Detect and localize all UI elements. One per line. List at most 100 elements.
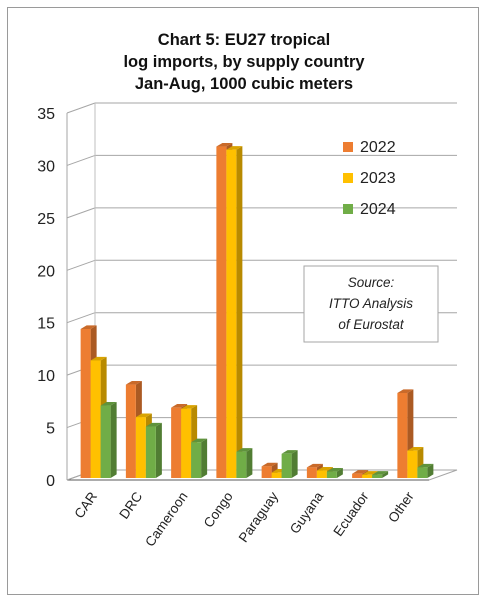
y-tick-label: 5 (46, 421, 55, 438)
legend-label: 2024 (360, 201, 396, 218)
bar-side (236, 146, 243, 478)
bar-front (306, 467, 317, 478)
bar-front (135, 417, 146, 478)
bar-side (427, 463, 434, 478)
y-tick-label: 30 (37, 158, 55, 175)
bar-top (362, 471, 379, 475)
legend-swatch (343, 204, 353, 214)
chart-title: Chart 5: EU27 tropical log imports, by s… (123, 31, 365, 93)
x-category-label: Ecuador (330, 489, 371, 539)
source-box (303, 265, 439, 343)
bar-top (281, 450, 298, 454)
bar-side (336, 468, 343, 478)
bar-top (90, 356, 107, 361)
bar-top (326, 468, 343, 472)
bar (145, 422, 162, 478)
chart-title-line-3: Jan-Aug, 1000 cubic meters (135, 75, 353, 93)
bar-top (417, 463, 434, 468)
bar (281, 450, 298, 478)
bar-top (407, 447, 424, 451)
bar (326, 468, 343, 478)
bar-top (181, 405, 198, 409)
bar (417, 463, 434, 478)
bar-front (80, 329, 91, 478)
y-tick-label: 0 (46, 473, 55, 490)
bar (226, 146, 243, 478)
bar-top (216, 142, 233, 147)
bar-front (397, 392, 408, 478)
bar-front (90, 360, 101, 478)
y-tick-labels: 0 5 10 15 20 25 30 35 (37, 106, 55, 490)
y-tick-label: 35 (37, 106, 55, 123)
bar-side (201, 438, 208, 478)
bar-top (352, 470, 369, 474)
bar-top (236, 448, 253, 452)
bar-front (171, 407, 182, 478)
bar-top (316, 466, 333, 471)
bar-front (125, 384, 136, 478)
bar-front (145, 426, 156, 478)
x-category-label: DRC (116, 489, 145, 522)
bar-side (291, 450, 298, 478)
bar (100, 401, 117, 478)
gridline-side (66, 207, 96, 219)
legend-swatch (343, 142, 353, 152)
bar-top (261, 462, 278, 467)
x-category-label: Other (385, 489, 417, 526)
bars (80, 142, 434, 478)
bar-top (145, 422, 162, 427)
bar (372, 471, 389, 478)
x-category-label: Congo (201, 489, 236, 530)
bar-top (125, 380, 142, 385)
bar-top (226, 146, 243, 150)
legend-label: 2023 (360, 170, 396, 187)
bar-side (110, 401, 117, 478)
bar-top (306, 463, 323, 468)
gridlines (66, 102, 457, 429)
source-line-1: Source: (348, 275, 395, 290)
bar-side (155, 422, 162, 478)
gridline-side (66, 312, 96, 324)
bar-front (191, 442, 202, 478)
bar-front (362, 474, 373, 478)
x-category-label: Guyana (287, 489, 327, 537)
bar-front (100, 405, 111, 478)
gridline-side (66, 154, 96, 166)
source-line-2: ITTO Analysis (329, 296, 413, 311)
y-tick-label: 25 (37, 211, 55, 228)
bar-front (226, 149, 237, 478)
bar-front (216, 146, 227, 478)
bar-front (281, 453, 292, 478)
bar-top (372, 471, 389, 475)
chart-title-line-1: Chart 5: EU27 tropical (158, 31, 330, 49)
bar-top (397, 389, 414, 393)
bar-front (181, 408, 192, 478)
gridline-side (66, 259, 96, 271)
legend: 2022 2023 2024 (343, 139, 396, 218)
y-tick-label: 15 (37, 316, 55, 333)
bar-top (100, 401, 117, 406)
y-tick-label: 20 (37, 263, 55, 280)
bar-side (382, 471, 389, 478)
bar-front (326, 471, 337, 478)
bar-front (352, 473, 363, 478)
bar-top (171, 404, 188, 408)
gridline-side (66, 102, 96, 114)
bar-top (135, 413, 152, 418)
bar (236, 448, 253, 478)
chart-title-line-2: log imports, by supply country (123, 53, 365, 71)
legend-swatch (343, 173, 353, 183)
bar-front (316, 470, 327, 478)
legend-label: 2022 (360, 139, 396, 156)
source-line-3: of Eurostat (338, 317, 405, 332)
bar-front (236, 451, 247, 478)
bar-front (261, 466, 272, 478)
x-category-label: Paraguay (236, 489, 282, 545)
bar-front (417, 467, 428, 478)
bar-front (372, 474, 383, 478)
y-tick-label: 10 (37, 368, 55, 385)
bar-top (80, 325, 97, 330)
bar-top (191, 438, 208, 443)
